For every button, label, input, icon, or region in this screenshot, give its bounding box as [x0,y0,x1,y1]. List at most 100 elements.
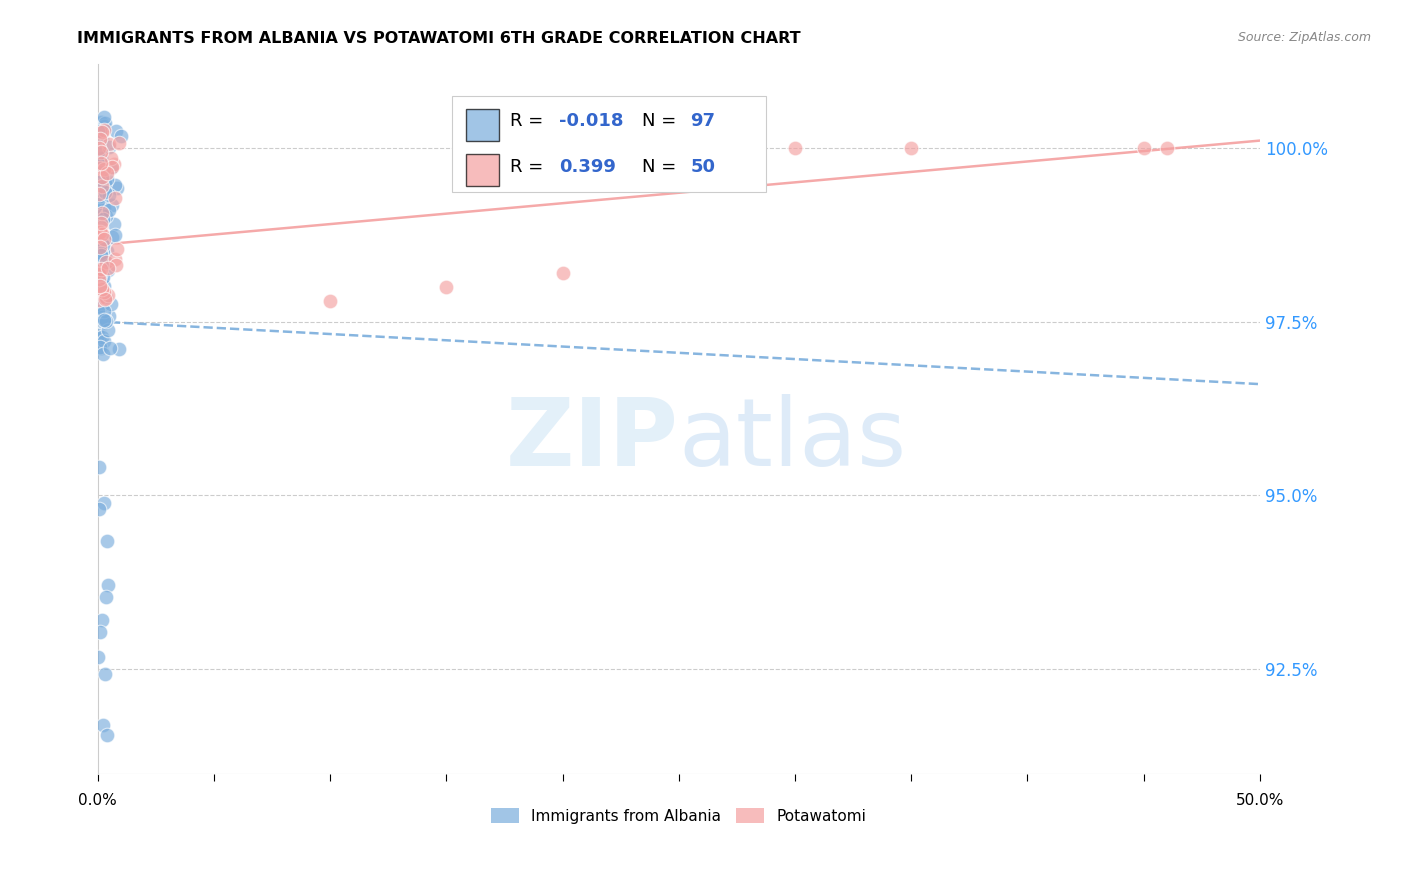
Text: N =: N = [641,158,682,176]
Text: 0.0%: 0.0% [79,793,117,808]
Point [93,161,115,176]
Point [90,227,112,241]
Point [110,128,132,143]
Point [91,252,114,267]
Point [87,264,110,278]
Point [551,266,574,280]
Point [89,272,111,286]
Point [93,110,115,124]
Point [89,132,111,146]
Point [100,152,122,166]
Point [93,311,115,326]
Point [644,140,666,154]
Point [89,161,111,175]
Point [900,140,922,154]
Point [94,291,117,305]
Point [104,124,127,138]
Point [93,313,115,327]
Point [87,240,110,254]
Point [97,323,120,337]
Point [98,140,121,154]
Point [97,202,120,217]
Point [93,496,115,510]
Point [90,114,112,128]
Point [105,181,128,195]
Point [97,262,120,277]
Point [98,309,121,323]
Point [94,185,117,199]
Point [93,278,115,293]
Point [93,316,115,330]
Point [87,331,110,345]
Point [96,728,118,742]
Point [90,156,112,170]
Point [89,182,111,196]
Point [89,141,111,155]
Point [89,293,111,308]
Point [93,120,115,134]
Point [89,123,111,137]
Point [319,293,342,308]
Point [94,255,117,269]
Point [108,343,131,357]
Point [105,242,128,256]
Point [89,268,111,283]
Point [87,267,110,281]
Point [94,116,117,130]
Point [90,262,112,277]
Point [90,216,112,230]
Point [90,249,112,263]
FancyBboxPatch shape [465,154,499,186]
Point [90,130,112,145]
Point [87,252,110,266]
Point [91,346,114,360]
Text: IMMIGRANTS FROM ALBANIA VS POTAWATOMI 6TH GRADE CORRELATION CHART: IMMIGRANTS FROM ALBANIA VS POTAWATOMI 6T… [77,31,801,46]
Point [90,151,112,165]
Point [89,174,111,188]
Point [91,206,114,220]
Point [91,238,114,252]
Point [87,328,110,343]
Point [90,248,112,262]
Point [94,289,117,303]
Point [103,217,125,231]
Point [91,718,114,732]
Point [100,161,122,175]
Point [98,341,121,355]
Point [104,227,127,242]
Point [104,191,127,205]
Point [91,125,114,139]
Point [89,279,111,293]
Point [87,150,110,164]
Point [96,172,118,186]
Point [90,145,112,159]
Point [98,136,121,151]
Text: atlas: atlas [679,394,907,486]
Point [103,157,125,171]
Point [87,161,110,175]
Point [87,460,110,475]
Point [93,313,115,327]
Point [89,187,111,202]
Point [87,650,110,665]
Text: 0.399: 0.399 [560,158,616,176]
Point [90,208,112,222]
Point [87,150,110,164]
Text: ZIP: ZIP [506,394,679,486]
Point [91,613,114,627]
Point [93,200,115,214]
Point [94,185,117,199]
Point [93,270,115,285]
Text: 97: 97 [690,112,716,130]
Point [90,156,112,170]
Point [93,285,115,300]
Point [100,297,122,311]
Point [90,219,112,234]
Point [90,178,112,192]
Point [97,287,120,301]
Point [89,144,111,158]
Point [89,625,111,640]
Point [89,240,111,254]
Text: Source: ZipAtlas.com: Source: ZipAtlas.com [1237,31,1371,45]
Text: R =: R = [510,158,550,176]
